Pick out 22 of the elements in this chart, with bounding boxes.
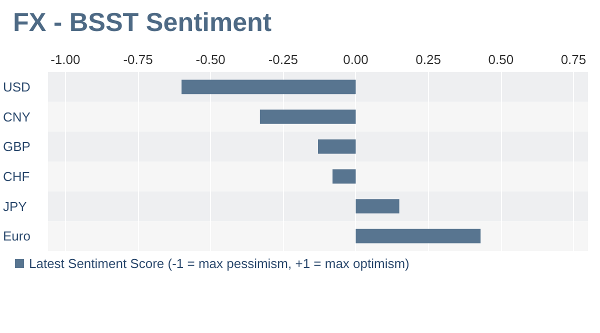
y-tick-label: USD [3, 79, 30, 94]
bar [332, 169, 356, 184]
y-tick-label: CNY [3, 109, 31, 124]
x-tick-label: -0.50 [196, 52, 226, 67]
y-tick-label: GBP [3, 139, 30, 154]
x-tick-label: 0.75 [560, 52, 586, 67]
x-tick-label: -0.25 [268, 52, 298, 67]
chart-title: FX - BSST Sentiment [13, 7, 272, 37]
x-tick-label: -1.00 [50, 52, 80, 67]
legend-label: Latest Sentiment Score (-1 = max pessimism, +1 = max optimism) [29, 256, 410, 271]
y-tick-label: Euro [3, 228, 30, 244]
bar [318, 139, 356, 154]
x-tick-label: 0.00 [343, 52, 368, 67]
x-tick-label: 0.25 [416, 52, 441, 67]
bar [356, 228, 481, 244]
x-tick-label: -0.75 [123, 52, 153, 67]
bar [260, 110, 356, 124]
y-tick-label: JPY [3, 198, 28, 214]
bar [182, 80, 356, 94]
bar [356, 199, 400, 214]
x-tick-label: 0.50 [488, 52, 514, 67]
y-tick-label: CHF [3, 168, 30, 184]
